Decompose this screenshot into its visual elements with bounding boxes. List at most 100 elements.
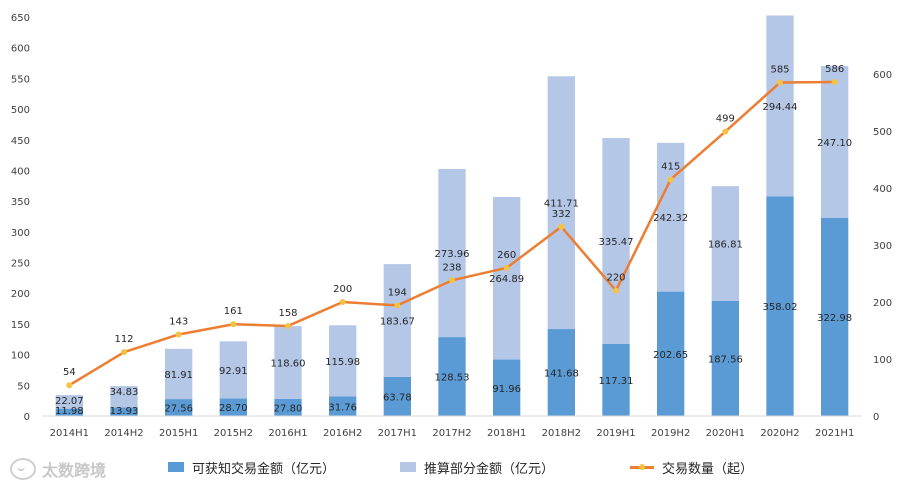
bar-known-amount [383,376,411,416]
left-axis-tick-label: 300 [11,228,30,239]
watermark-text: 太数跨境 [42,461,107,480]
left-axis-tick-label: 500 [11,105,30,116]
left-axis-tick-label: 350 [11,197,30,208]
bar-estimated-label: 81.91 [164,370,193,381]
legend-label-estimated: 推算部分金额（亿元） [424,461,555,477]
right-axis-tick-label: 200 [873,298,892,309]
deal-count-point [831,78,838,85]
x-axis-tick-label: 2017H1 [378,428,417,439]
right-axis-tick-label: 100 [873,355,892,366]
bar-estimated-amount [821,66,849,218]
deal-count-point [394,302,401,309]
legend: 可获知交易金额（亿元） 推算部分金额（亿元） 交易数量（起） [0,452,909,482]
bar-estimated-amount [602,138,630,344]
bar-known-amount [274,398,302,416]
deal-count-label: 332 [552,209,571,220]
bar-known-label: 141.68 [544,369,579,380]
deal-count-label: 161 [224,306,243,317]
x-axis-tick-label: 2017H2 [432,428,471,439]
bar-known-amount [657,291,685,416]
bar-known-amount [493,359,521,416]
bar-estimated-amount [329,325,357,397]
left-axis-tick-label: 550 [11,74,30,85]
left-axis-tick-label: 150 [11,320,30,331]
bar-known-label: 28.70 [219,403,248,414]
legend-item-deal-count: 交易数量（起） [630,452,753,482]
bar-known-label: 11.98 [55,406,84,417]
bar-known-amount [711,300,739,416]
bar-estimated-amount [711,186,739,301]
bar-estimated-amount [493,196,521,360]
bar-estimated-label: 411.71 [544,199,579,210]
bar-estimated-amount [219,341,247,399]
bar-known-label: 358.02 [763,302,798,313]
watermark: 太数跨境 [10,457,106,481]
left-axis-tick-label: 400 [11,166,30,177]
line-series [66,78,838,389]
x-axis-ticks: 2014H1 2014H2 2015H1 2015H2 2016H1 2016H2 2017… [50,428,855,439]
watermark-logo-icon [10,458,36,480]
legend-label-deal-count: 交易数量（起） [662,461,754,477]
bar-known-amount [165,399,193,416]
deal-count-point [558,223,565,230]
x-axis-tick-label: 2015H2 [214,428,253,439]
bar-estimated-amount [55,395,83,409]
deal-count-label: 158 [278,308,297,319]
bar-known-label: 13.93 [110,406,139,417]
x-axis-tick-label: 2015H1 [159,428,198,439]
deal-count-label: 143 [169,316,188,327]
deal-count-point [503,264,510,271]
deal-count-label: 499 [716,114,735,125]
bar-known-label: 27.80 [274,403,303,414]
left-axis-tick-label: 0 [24,412,30,423]
bar-known-amount [602,343,630,416]
bar-known-amount [55,408,83,416]
deal-count-label: 194 [388,287,407,298]
deal-count-point [66,382,73,389]
left-axis-ticks: 0 50 100 150 200 250 300 350 400 450 500 550 600 650 [11,13,30,423]
bar-estimated-label: 335.47 [599,237,634,248]
bar-known-label: 91.96 [492,384,521,395]
deal-count-point [121,349,127,356]
right-axis-tick-label: 0 [873,412,879,423]
right-axis-tick-label: 400 [873,184,892,195]
bar-estimated-label: 294.44 [763,102,798,113]
bar-series [42,15,862,417]
bar-known-label: 187.56 [708,354,743,365]
left-axis-tick-label: 200 [11,289,30,300]
right-axis-tick-label: 300 [873,241,892,252]
left-axis-tick-label: 250 [11,259,30,270]
bar-estimated-label: 242.32 [653,213,688,224]
bar-known-amount [766,196,794,416]
deal-count-point [449,277,455,284]
right-axis-tick-label: 500 [873,127,892,138]
left-axis-tick-label: 650 [11,13,30,24]
bar-known-label: 322.98 [817,313,852,324]
x-axis-tick-label: 2014H2 [104,428,143,439]
bar-estimated-label: 118.60 [271,359,306,370]
x-axis-tick-label: 2020H2 [760,428,799,439]
bar-estimated-amount [657,142,685,292]
left-axis-tick-label: 50 [17,381,30,392]
x-axis-tick-label: 2019H2 [651,428,690,439]
bar-known-amount [821,217,849,416]
line-data-labels: 54 112 143 161 158 200 194 238 260 332 220 415 499 58… [63,64,844,378]
left-axis-tick-label: 100 [11,351,30,362]
deal-count-label: 585 [770,65,789,76]
bar-estimated-amount [274,326,302,399]
x-axis-tick-label: 2020H1 [706,428,745,439]
legend-swatch-known [168,462,184,472]
x-axis-tick-label: 2016H1 [268,428,307,439]
deal-count-point [613,287,619,294]
deal-count-label: 54 [63,367,76,378]
bar-known-label: 128.53 [435,373,470,384]
bar-known-label: 63.78 [383,392,412,403]
bar-estimated-label: 22.07 [55,396,84,407]
deal-count-point [285,322,291,329]
x-axis-tick-label: 2016H2 [323,428,362,439]
bar-estimated-amount [438,168,466,338]
bar-estimated-label: 247.10 [817,138,852,149]
bar-estimated-label: 34.83 [110,387,139,398]
